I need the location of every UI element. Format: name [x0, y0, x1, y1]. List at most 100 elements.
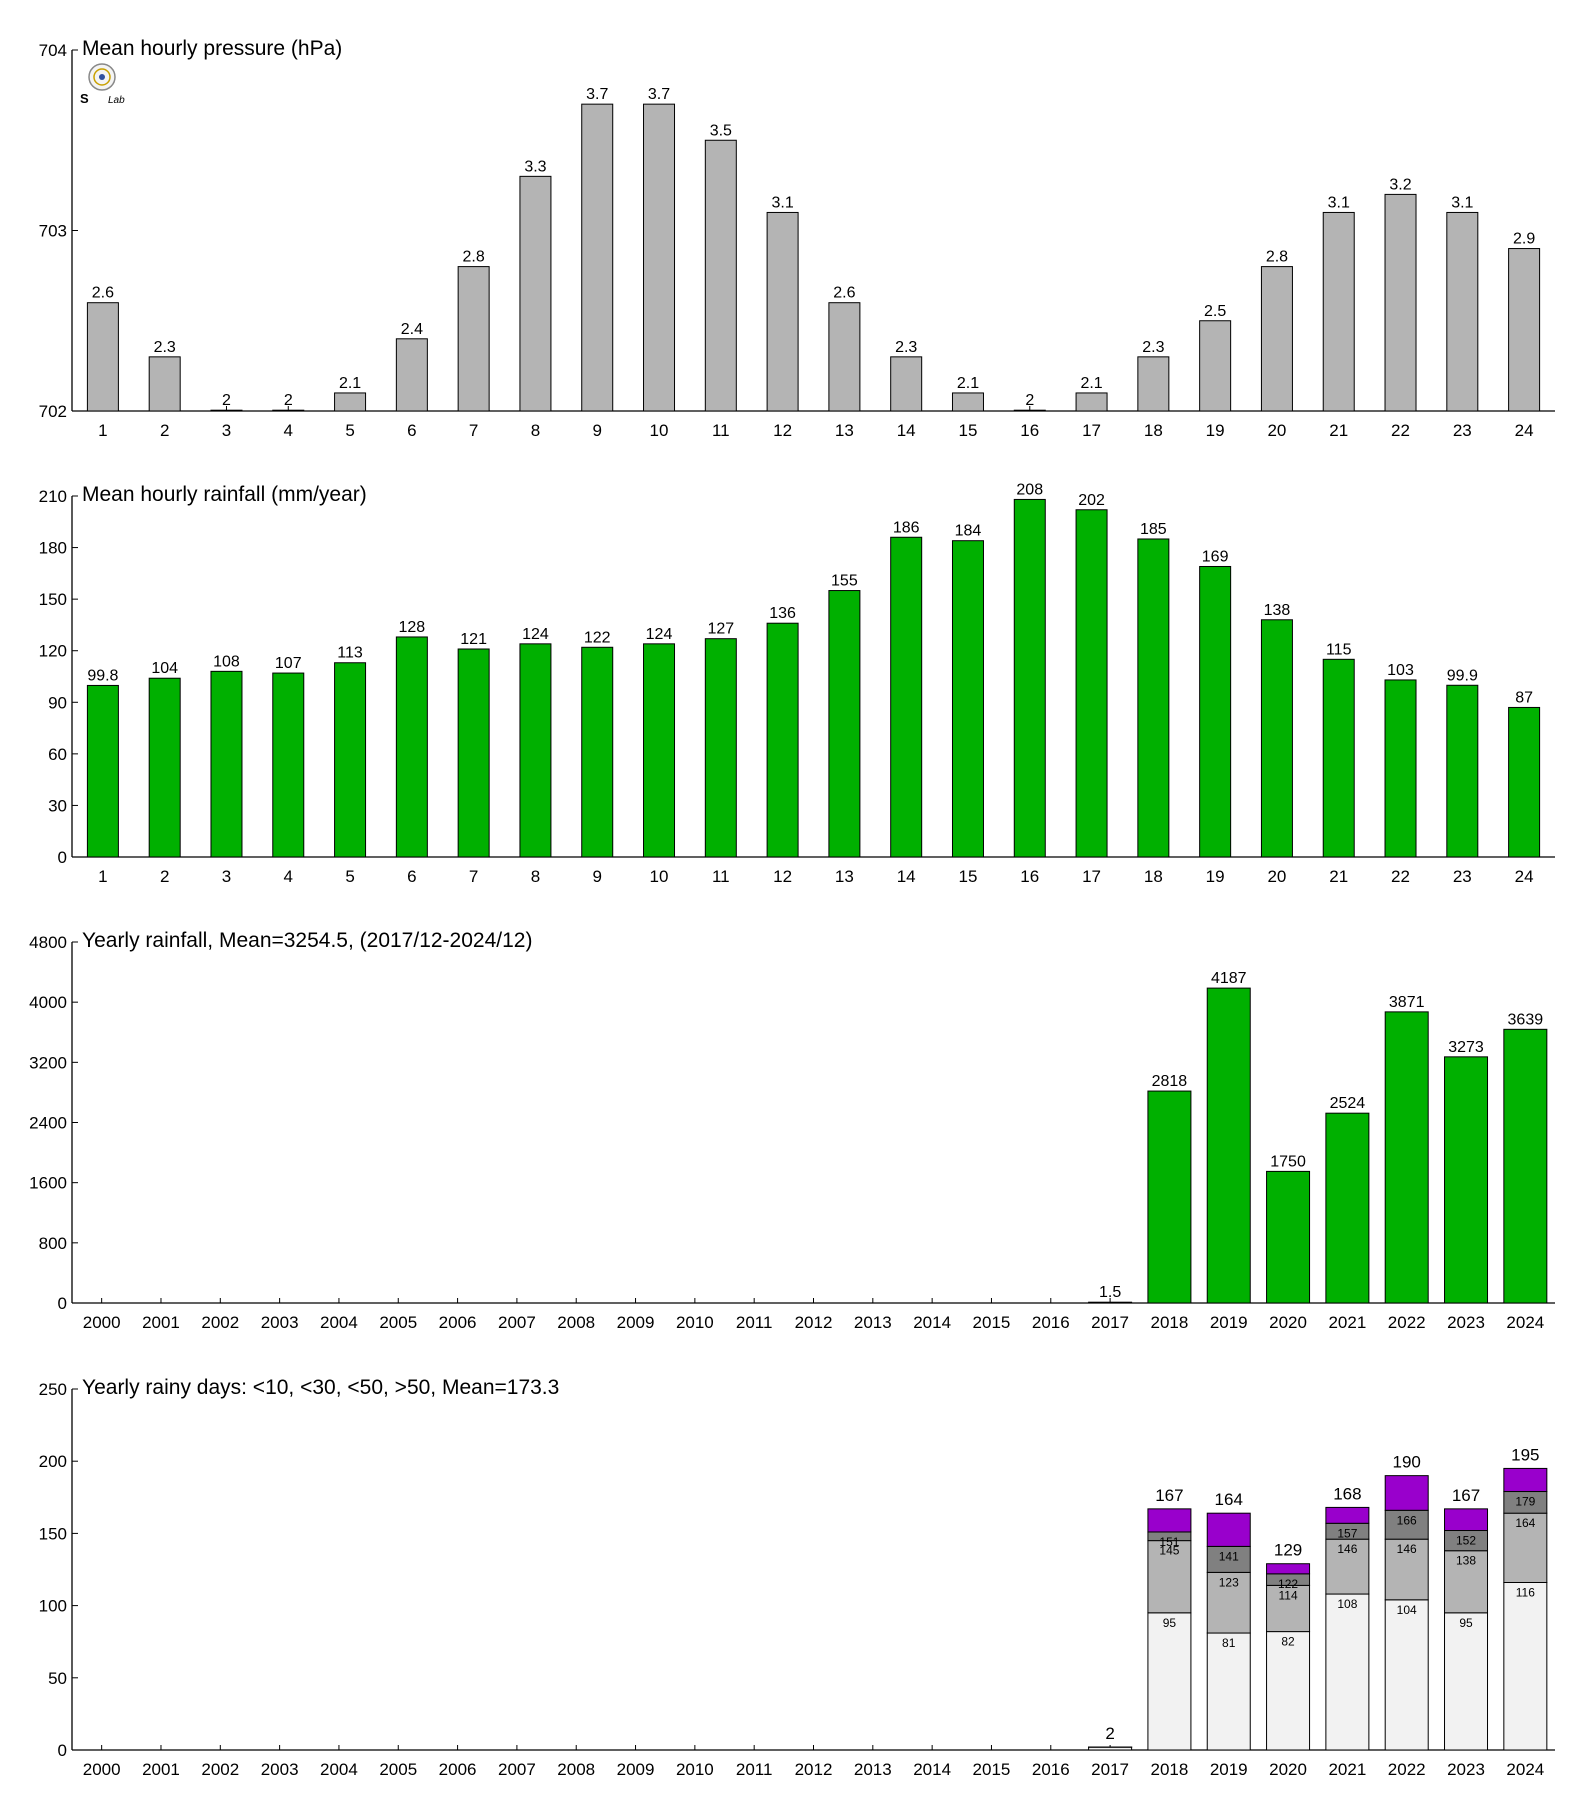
x-tick-label: 2003 [261, 1760, 299, 1779]
x-tick-label: 24 [1515, 867, 1534, 886]
stacked-segment [1385, 1600, 1428, 1750]
bar [1447, 212, 1478, 411]
x-tick-label: 2021 [1328, 1313, 1366, 1332]
chart-title: Yearly rainy days: <10, <30, <50, >50, M… [82, 1376, 559, 1399]
chart-title: Mean hourly pressure (hPa) [82, 37, 342, 60]
x-tick-label: 13 [835, 421, 854, 440]
bar-value-label: 128 [399, 619, 426, 636]
x-tick-label: 2021 [1328, 1760, 1366, 1779]
y-tick-label: 60 [48, 745, 67, 764]
bar [396, 339, 427, 411]
bar [1323, 659, 1354, 857]
segment-label: 108 [1337, 1597, 1357, 1611]
y-tick-label: 702 [39, 402, 67, 421]
bar-value-label: 1.5 [1099, 1284, 1121, 1301]
x-tick-label: 2002 [201, 1760, 239, 1779]
stacked-segment [1385, 1476, 1428, 1511]
bar [458, 649, 489, 857]
bar-value-label: 2.8 [463, 249, 485, 266]
segment-label: 123 [1219, 1575, 1239, 1589]
x-tick-label: 2007 [498, 1313, 536, 1332]
bar-value-label: 104 [151, 660, 178, 677]
bar-value-label: 99.9 [1447, 667, 1478, 684]
bar [1261, 620, 1292, 857]
x-tick-label: 15 [959, 867, 978, 886]
y-tick-label: 1600 [29, 1174, 67, 1193]
x-tick-label: 2008 [557, 1313, 595, 1332]
x-tick-label: 14 [897, 867, 916, 886]
x-tick-label: 2001 [142, 1313, 180, 1332]
segment-label: 95 [1459, 1616, 1473, 1630]
y-tick-label: 90 [48, 693, 67, 712]
segment-label: 82 [1281, 1635, 1295, 1649]
x-tick-label: 2000 [83, 1313, 121, 1332]
x-tick-label: 2018 [1151, 1760, 1189, 1779]
bar [520, 176, 551, 411]
bar [891, 357, 922, 411]
x-tick-label: 2 [160, 867, 169, 886]
bar [644, 644, 675, 857]
x-tick-label: 21 [1329, 867, 1348, 886]
bar-value-label: 3.1 [1451, 194, 1473, 211]
bar [705, 639, 736, 857]
y-tick-label: 0 [58, 848, 67, 867]
x-tick-label: 24 [1515, 421, 1534, 440]
bar-value-label: 2.8 [1266, 249, 1288, 266]
bar [1509, 707, 1540, 857]
segment-label: 95 [1163, 1616, 1177, 1630]
bar-value-label: 107 [275, 655, 302, 672]
x-tick-label: 2012 [795, 1313, 833, 1332]
x-tick-label: 18 [1144, 421, 1163, 440]
segment-label: 141 [1219, 1549, 1239, 1563]
x-tick-label: 23 [1453, 421, 1472, 440]
segment-label: 152 [1456, 1534, 1476, 1548]
logo-letter: S [80, 91, 89, 106]
y-tick-label: 2400 [29, 1114, 67, 1133]
x-tick-label: 2015 [973, 1760, 1011, 1779]
bar-value-label: 186 [893, 519, 920, 536]
bar [1138, 539, 1169, 857]
bar [211, 671, 242, 857]
bar [1385, 194, 1416, 411]
bar-value-label: 136 [769, 605, 796, 622]
x-tick-label: 7 [469, 867, 478, 886]
y-tick-label: 200 [39, 1452, 67, 1471]
bar [829, 591, 860, 857]
x-tick-label: 2023 [1447, 1313, 1485, 1332]
bar-value-label: 2.9 [1513, 231, 1535, 248]
bar [335, 663, 366, 857]
chart-title: Mean hourly rainfall (mm/year) [82, 483, 367, 506]
bar [1323, 212, 1354, 411]
x-tick-label: 19 [1206, 421, 1225, 440]
x-tick-label: 9 [592, 867, 601, 886]
x-tick-label: 2001 [142, 1760, 180, 1779]
y-tick-label: 4000 [29, 993, 67, 1012]
segment-label: 146 [1397, 1542, 1417, 1556]
bar [1509, 249, 1540, 411]
x-tick-label: 5 [345, 421, 354, 440]
bar-total-label: 167 [1155, 1486, 1183, 1505]
y-tick-label: 3200 [29, 1053, 67, 1072]
x-tick-label: 2024 [1506, 1760, 1544, 1779]
x-tick-label: 6 [407, 867, 416, 886]
x-tick-label: 2017 [1091, 1313, 1129, 1332]
bar [149, 357, 180, 411]
chart-panel-2: Mean hourly rainfall (mm/year)0306090120… [39, 481, 1555, 886]
bar [767, 623, 798, 857]
x-tick-label: 2005 [379, 1760, 417, 1779]
x-tick-label: 2013 [854, 1760, 892, 1779]
x-tick-label: 2004 [320, 1313, 358, 1332]
bar [1326, 1113, 1369, 1303]
x-tick-label: 14 [897, 421, 916, 440]
bar-value-label: 3.3 [524, 158, 546, 175]
logo-lab: Lab [108, 95, 125, 106]
x-tick-label: 2006 [439, 1760, 477, 1779]
stacked-segment [1267, 1632, 1310, 1750]
x-tick-label: 2000 [83, 1760, 121, 1779]
y-tick-label: 0 [58, 1741, 67, 1760]
x-tick-label: 11 [712, 421, 730, 440]
x-tick-label: 5 [345, 867, 354, 886]
x-tick-label: 2006 [439, 1313, 477, 1332]
y-tick-label: 210 [39, 487, 67, 506]
